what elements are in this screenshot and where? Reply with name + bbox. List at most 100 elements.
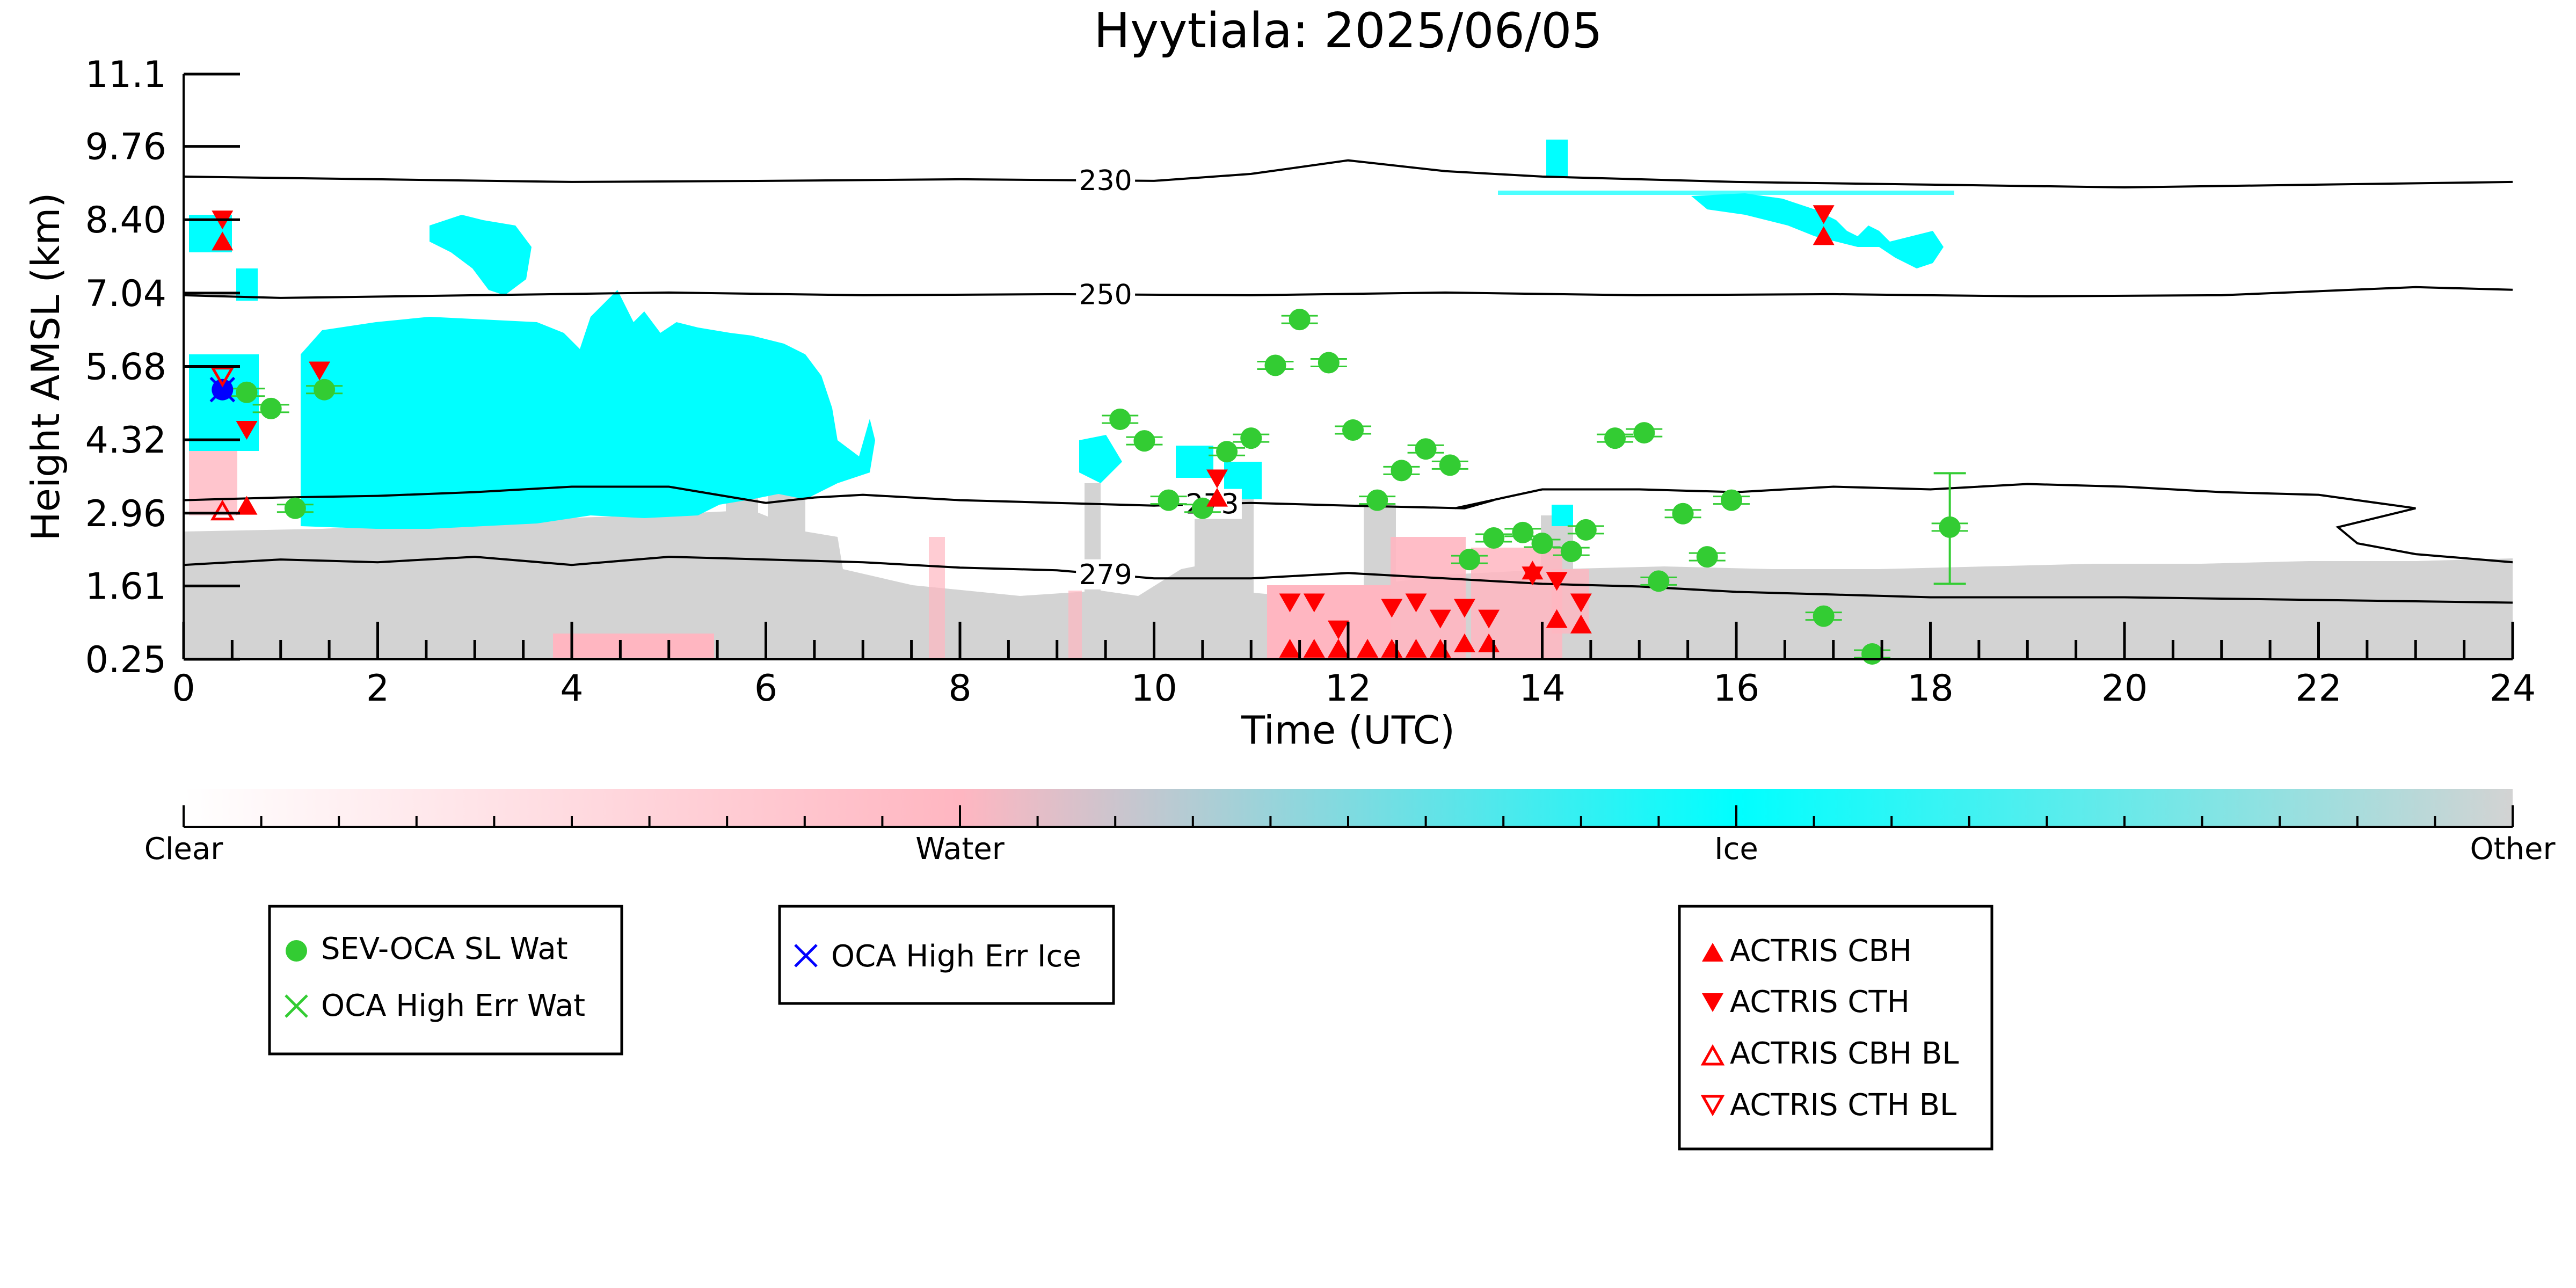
legend-marker-triangle-down [1702,993,1723,1012]
x-tick-label: 4 [560,667,583,710]
y-tick-label: 2.96 [85,493,166,535]
phase-ice-patch [1691,193,1944,268]
legend-satellite-ice: OCA High Err Ice [778,905,1115,1005]
temperature-contour [183,556,2513,604]
point-actris-cth [1570,593,1592,613]
y-tick-label: 9.76 [85,126,166,169]
x-tick-label: 24 [2490,667,2536,710]
legend-entry: OCA High Err Wat [321,988,585,1023]
phase-other-column [768,483,805,659]
phase-ice-region [301,290,875,529]
legend-frame [268,905,623,1056]
contour-label: 250 [1079,279,1132,311]
point-sev-oca-sl-wat [1861,643,1883,665]
legend-entry: ACTRIS CTH [1730,985,1910,1020]
contour-label-bg [1076,279,1136,310]
point-actris-cbh [1405,638,1427,658]
temperature-contour [183,286,2513,299]
point-sev-oca-sl-wat [314,379,336,401]
phase-ice-patch [236,268,258,301]
legend-frame [778,905,1115,1005]
point-sev-oca-sl-wat [284,497,306,519]
contour-label: 230 [1079,165,1132,197]
point-actris-cth [1381,599,1403,618]
point-sev-oca-sl-wat [1575,519,1597,541]
point-sev-oca-sl-wat [1191,497,1213,519]
phase-ice-patch [430,215,532,295]
point-sev-oca-sl-wat [1458,549,1480,571]
phase-other-column [726,494,758,659]
x-tick-label: 0 [172,667,195,710]
phase-ice-patch [1176,446,1213,478]
point-actris-cbh [1206,487,1228,507]
data-points [209,205,1968,665]
contour-label-bg [1076,165,1136,196]
x-tick-label: 6 [754,667,777,710]
phase-water-patch [1068,591,1082,659]
point-actris-cbh [1357,638,1379,658]
point-actris-cth [1206,469,1228,489]
phase-water-patch [553,634,714,658]
temperature-contour [183,483,2513,564]
x-tick-label: 22 [2295,667,2342,710]
point-actris-cth [236,421,258,440]
legend-frame [1678,905,1993,1151]
point-actris-cth [1405,593,1427,613]
y-axis-label: Height AMSL (km) [23,193,68,541]
point-sev-oca-sl-wat [1604,427,1626,449]
point-sev-oca-sl-wat [1512,521,1534,543]
y-tick-label: 8.40 [85,199,166,242]
legend-satellite-water: SEV-OCA SL Wat OCA High Err Wat [268,905,623,1056]
point-sev-oca-sl-wat [1672,503,1694,525]
legend-marker-circle [286,940,307,962]
point-actris-cbh [1279,638,1301,658]
phase-ice-patch [1546,140,1568,177]
point-sev-oca-sl-wat [1648,570,1670,592]
point-actris-cth-bl [210,367,235,388]
point-actris-cth [1429,609,1451,629]
point-sev-oca-sl-wat [1133,430,1155,452]
point-sev-oca-sl-wat [1415,438,1437,460]
legend-marker-triangle-down-open [1700,1095,1725,1117]
point-sev-oca-sl-wat [1720,489,1742,511]
point-sev-oca-sl-wat [236,381,258,403]
point-actris-cth [1279,593,1301,613]
point-actris-cbh [1570,614,1592,634]
contour-label-bg [1076,559,1136,590]
point-actris-cbh [1546,609,1568,628]
x-tick-label: 10 [1131,667,1177,710]
point-sev-oca-sl-wat [1318,352,1340,374]
point-actris-cbh [1327,638,1349,658]
point-actris-cth [1522,566,1544,586]
x-tick-label: 12 [1325,667,1372,710]
y-tick-label: 1.61 [85,565,166,608]
point-actris-cbh [1303,638,1325,658]
legend-marker-x [794,944,818,967]
point-sev-oca-sl-wat [1483,527,1505,549]
y-tick-label: 7.04 [85,273,166,315]
point-sev-oca-sl-wat [1391,460,1413,482]
legend-entry: OCA High Err Ice [831,939,1081,974]
y-tick-label: 5.68 [85,346,166,388]
point-actris-cth [1453,599,1475,618]
legend-entry: SEV-OCA SL Wat [321,932,568,966]
point-sev-oca-sl-wat [1342,419,1364,441]
colorbar-tick-label: Other [2470,832,2556,867]
point-sev-oca-sl-wat [1216,441,1238,463]
point-actris-cbh [1813,226,1835,245]
point-actris-cth [1813,205,1835,224]
point-sev-oca-sl-wat [1264,354,1286,376]
chart-title: Hyytiala: 2025/06/05 [1094,3,1602,59]
point-sev-oca-sl-wat [1696,546,1718,568]
legend-entry: ACTRIS CBH [1730,934,1912,969]
y-tick-label: 4.32 [85,419,166,462]
temperature-contour [183,159,2513,189]
point-sev-oca-sl-wat [1939,516,1961,538]
x-tick-label: 2 [366,667,389,710]
y-axis-ticks: 0.25 1.61 2.96 4.32 5.68 7.04 8.40 9.76 11.1 [85,54,240,681]
colorbar-tick-label: Clear [144,832,223,867]
colorbar-tick-label: Water [915,832,1005,867]
point-sev-oca-sl-wat [1560,541,1582,563]
x-tick-label: 16 [1713,667,1760,710]
